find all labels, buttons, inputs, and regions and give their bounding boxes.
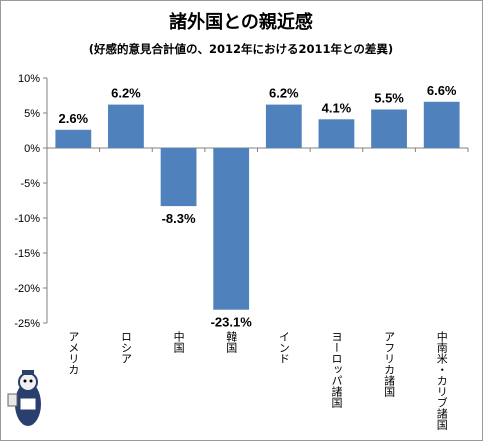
y-tick-label: -20%: [14, 283, 40, 295]
category-label: ロシア: [119, 331, 132, 364]
category-label: インド: [277, 331, 290, 364]
y-tick-label: -10%: [14, 213, 40, 225]
category-label: ヨーロッパ諸国: [330, 331, 343, 409]
chart-subtitle: (好感的意見合計値の、2012年における2011年との差異): [89, 42, 393, 56]
category-label: 中南米・カリブ諸国: [435, 331, 448, 431]
bar: [318, 119, 355, 148]
category-label: 韓国: [225, 331, 238, 354]
data-label: 4.1%: [322, 100, 352, 115]
bar: [213, 148, 250, 310]
bar: [265, 104, 302, 148]
y-tick-label: 5%: [24, 108, 40, 120]
bar: [160, 148, 197, 207]
data-label: 6.6%: [427, 83, 457, 98]
bar: [108, 104, 144, 148]
bar: [423, 101, 460, 148]
chart-title: 諸外国との親近感: [169, 11, 313, 33]
bar: [55, 129, 92, 148]
data-label: 6.2%: [111, 86, 141, 101]
data-label: -23.1%: [211, 315, 253, 330]
bar: [371, 109, 407, 148]
y-tick-label: 0%: [24, 143, 40, 155]
data-label: 6.2%: [269, 86, 299, 101]
data-label: 2.6%: [58, 111, 88, 126]
category-label: アメリカ: [67, 331, 80, 375]
data-label: -8.3%: [162, 211, 196, 226]
category-label: アフリカ諸国: [383, 331, 396, 398]
y-tick-label: -5%: [20, 178, 40, 190]
y-tick-label: -15%: [14, 248, 40, 260]
y-tick-label: -25%: [14, 318, 40, 330]
mascot-logo: [7, 370, 41, 426]
data-label: 5.5%: [374, 91, 404, 106]
category-label: 中国: [172, 331, 185, 354]
y-tick-label: 10%: [18, 73, 40, 85]
